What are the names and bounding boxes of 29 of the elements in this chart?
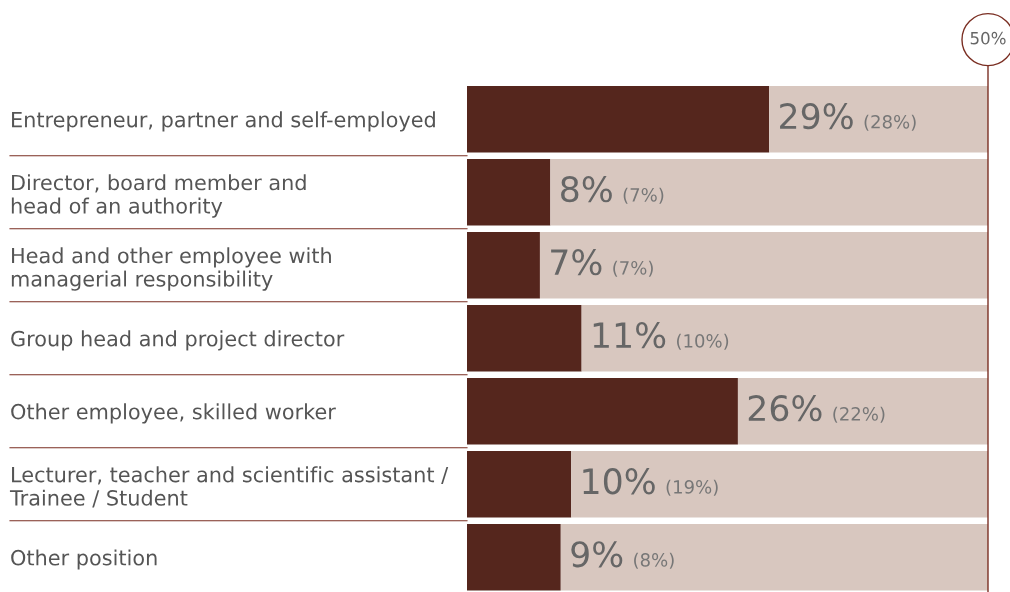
bar — [467, 305, 582, 372]
bar — [560, 524, 988, 591]
y-tick-label: Other employee, skilled worker — [11, 403, 336, 424]
bar — [467, 451, 572, 518]
data-label: 10% (19%) — [583, 468, 718, 496]
bar — [769, 86, 988, 153]
data-label: 7% (7%) — [551, 249, 653, 277]
y-tick-label: Director, board member and head of an authority — [11, 174, 306, 218]
bar — [467, 232, 540, 299]
ref-line-label: 50% — [970, 31, 1006, 45]
bar — [539, 232, 988, 299]
data-label: 26% (22%) — [748, 395, 885, 423]
bar — [581, 305, 988, 372]
data-label: 8% (7%) — [561, 176, 664, 204]
data-label: 9% (8%) — [571, 541, 674, 569]
bar — [737, 378, 988, 445]
y-tick-label: Lecturer, teacher and scientific assistant / Trainee / Student — [9, 466, 449, 508]
bar — [571, 451, 988, 518]
bar — [550, 159, 988, 226]
data-label: 11% (10%) — [593, 322, 729, 350]
y-tick-label: Entrepreneur, partner and self-employed — [12, 111, 435, 132]
bar — [467, 378, 738, 445]
data-label: 29% (28%) — [780, 103, 916, 131]
bar — [467, 524, 561, 591]
y-tick-label: Other position — [11, 549, 157, 570]
bar — [467, 159, 551, 226]
y-tick-label: Group head and project director — [11, 330, 345, 351]
y-tick-label: Head and other employee with managerial responsibility — [11, 247, 331, 291]
bar — [467, 86, 770, 153]
